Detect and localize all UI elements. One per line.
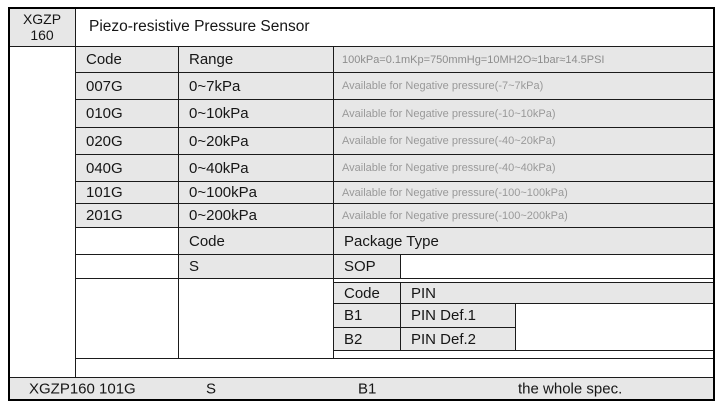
spacer-cell [75,227,179,255]
left-spacer-cell [8,46,76,378]
table-row-note: Available for Negative pressure(-7~7kPa) [333,72,715,100]
pin-row-code: B2 [333,327,401,351]
product-title: Piezo-resistive Pressure Sensor [89,18,310,35]
table-row-range: 0~40kPa [178,154,334,182]
row-note: Available for Negative pressure(-100~200… [342,209,568,222]
pin-def-label: PIN Def.1 [411,307,477,324]
range-column-header: Range [178,46,334,73]
row-note: Available for Negative pressure(-10~10kP… [342,107,556,120]
row-code: 020G [86,132,123,150]
row-note: Available for Negative pressure(-7~7kPa) [342,80,544,92]
pin-header: PIN [400,282,715,304]
row-range: 0~10kPa [189,105,249,122]
table-row-note: Available for Negative pressure(-100~100… [333,181,715,204]
row-note: Available for Negative pressure(-40~40kP… [342,162,556,174]
spacer-cell [75,254,179,279]
pin-code-label: B1 [344,307,363,324]
package-type-header: Package Type [333,227,715,255]
unit-conversion-note: 100kPa=0.1mKp=750mmHg=10MH2O≈1bar≈14.5PS… [333,46,715,73]
row-code: 101G [86,184,123,201]
pin-code-header-label: Code [344,284,380,302]
table-row-code: 007G [75,72,179,100]
row-code: 201G [86,207,123,224]
table-row-range: 0~200kPa [178,203,334,228]
table-row-code: 040G [75,154,179,182]
order-example-package: S [206,380,217,398]
model-number-cell: XGZP 160 [8,7,76,47]
model-line-2: 160 [30,27,54,43]
package-code-header-label: Code [189,232,225,250]
package-code-header: Code [178,227,334,255]
model-line-1: XGZP [22,10,62,27]
pin-def-label: PIN Def.2 [411,330,477,348]
spacer-row [75,358,715,378]
spacer-cell [515,303,715,351]
order-example-note: the whole spec. [518,380,623,398]
table-row-range: 0~10kPa [178,99,334,128]
order-example-pin: B1 [358,380,377,398]
package-code-label: S [189,258,200,275]
row-code: 007G [86,77,123,95]
pin-header-label: PIN [411,284,437,302]
order-example-bar: XGZP160 101G S B1 the whole spec. [8,377,715,401]
package-type-value: SOP [333,254,401,279]
table-row-code: 010G [75,99,179,128]
table-row-code: 201G [75,203,179,228]
row-code: 040G [86,159,123,177]
product-title-cell: Piezo-resistive Pressure Sensor [75,7,715,47]
row-note: Available for Negative pressure(-40~20kP… [342,135,556,147]
row-range: 0~40kPa [189,159,249,177]
code-column-header: Code [75,46,179,73]
pin-row-def: PIN Def.1 [400,303,516,328]
table-row-range: 0~20kPa [178,127,334,155]
row-range: 0~7kPa [189,77,241,95]
table-row-note: Available for Negative pressure(-100~200… [333,203,715,228]
spacer-cell [400,254,715,279]
order-example-model: XGZP160 101G [29,380,136,398]
unit-note-label: 100kPa=0.1mKp=750mmHg=10MH2O≈1bar≈14.5PS… [342,53,605,66]
table-row-range: 0~100kPa [178,181,334,204]
range-header-label: Range [189,51,234,68]
pin-row-def: PIN Def.2 [400,327,516,351]
row-range: 0~20kPa [189,132,249,150]
table-row-note: Available for Negative pressure(-10~10kP… [333,99,715,128]
row-code: 010G [86,105,123,122]
row-range: 0~200kPa [189,207,257,224]
row-note: Available for Negative pressure(-100~100… [342,186,568,199]
pin-row-code: B1 [333,303,401,328]
table-row-code: 101G [75,181,179,204]
spacer-cell [75,278,179,359]
table-row-note: Available for Negative pressure(-40~40kP… [333,154,715,182]
package-code-value: S [178,254,334,279]
spacer-cell [178,278,334,359]
pin-code-header: Code [333,282,401,304]
pin-code-label: B2 [344,330,363,348]
table-row-note: Available for Negative pressure(-40~20kP… [333,127,715,155]
row-range: 0~100kPa [189,184,257,201]
code-header-label: Code [86,51,122,68]
package-type-header-label: Package Type [344,232,439,250]
package-type-label: SOP [344,258,376,275]
table-row-code: 020G [75,127,179,155]
table-row-range: 0~7kPa [178,72,334,100]
